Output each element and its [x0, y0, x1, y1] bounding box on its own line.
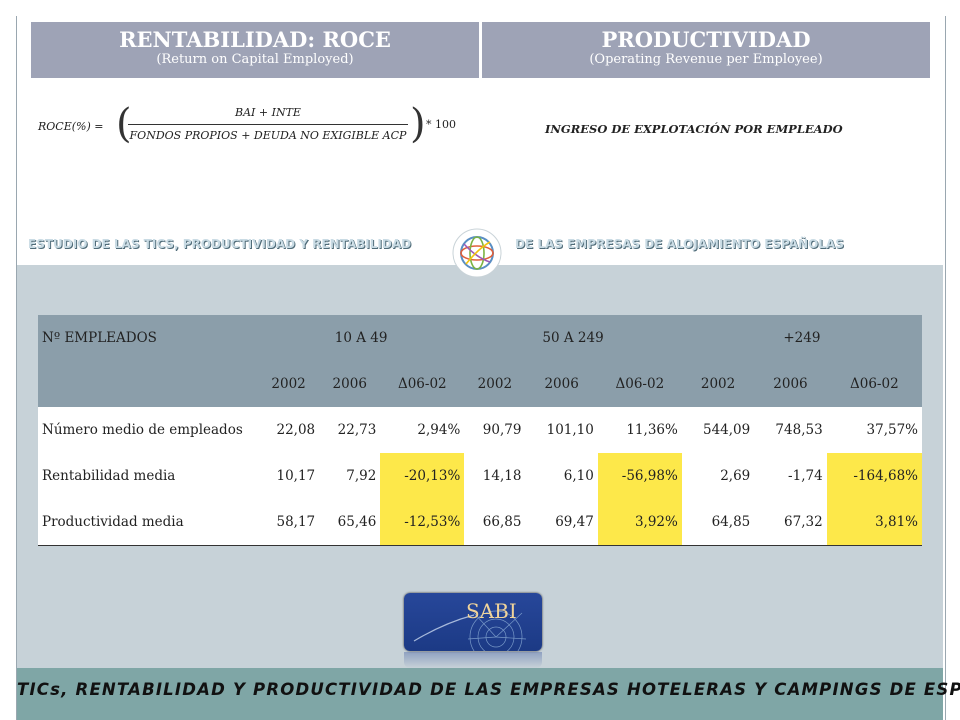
- table-group-249-plus: +249: [681, 315, 922, 361]
- table-subheader: Δ06-02: [826, 361, 922, 407]
- table-subheader: Δ06-02: [597, 361, 682, 407]
- table-cell: 58,17: [258, 499, 320, 546]
- table-subheader: 2002: [258, 361, 320, 407]
- productivity-header: PRODUCTIVIDAD (Operating Revenue per Emp…: [482, 22, 930, 78]
- formula-numerator: BAI + INTE: [235, 106, 301, 119]
- row-label: Productividad media: [38, 499, 258, 546]
- table-cell-highlight: -164,68%: [826, 453, 922, 499]
- table-cell: 6,10: [525, 453, 598, 499]
- table-cell: 14,18: [464, 453, 526, 499]
- table-row: Número medio de empleados 22,08 22,73 2,…: [38, 407, 922, 453]
- table-cell: 101,10: [525, 407, 598, 453]
- table-cell: 10,17: [258, 453, 320, 499]
- table-cell: 67,32: [754, 499, 827, 546]
- table-cell: 66,85: [464, 499, 526, 546]
- table-cell: 90,79: [464, 407, 526, 453]
- table-group-header-row: Nº EMPLEADOS 10 A 49 50 A 249 +249: [38, 315, 922, 361]
- globe-logo-icon: [452, 228, 502, 278]
- table-cell: 544,09: [681, 407, 755, 453]
- roce-title: RENTABILIDAD: ROCE: [119, 27, 391, 52]
- table-header-employees: Nº EMPLEADOS: [38, 315, 258, 361]
- sabi-logo-reflection: [404, 652, 542, 668]
- table-cell: 11,36%: [597, 407, 682, 453]
- study-title-right: DE LAS EMPRESAS DE ALOJAMIENTO ESPAÑOLAS: [515, 237, 844, 251]
- table-cell: 2,69: [681, 453, 755, 499]
- table-subheader: 2006: [525, 361, 598, 407]
- table-group-50-249: 50 A 249: [464, 315, 682, 361]
- table-cell-highlight: -12,53%: [380, 499, 465, 546]
- table-cell: 64,85: [681, 499, 755, 546]
- table-cell-highlight: 3,81%: [826, 499, 922, 546]
- table-cell: 2,94%: [380, 407, 465, 453]
- table-cell: 7,92: [319, 453, 381, 499]
- table-cell: 69,47: [525, 499, 598, 546]
- table-cell: 748,53: [754, 407, 827, 453]
- productivity-definition: INGRESO DE EXPLOTACIÓN POR EMPLEADO: [545, 122, 843, 136]
- formula-multiplier: * 100: [426, 118, 456, 131]
- row-label: Rentabilidad media: [38, 453, 258, 499]
- employees-data-table: Nº EMPLEADOS 10 A 49 50 A 249 +249 2002 …: [38, 315, 922, 546]
- sabi-logo: SABI: [404, 593, 542, 651]
- footer-title: TICs, RENTABILIDAD Y PRODUCTIVIDAD DE LA…: [17, 680, 960, 699]
- row-label: Número medio de empleados: [38, 407, 258, 453]
- sabi-web-icon: [413, 610, 527, 651]
- table-cell-highlight: -20,13%: [380, 453, 465, 499]
- footer-bar: TICs, RENTABILIDAD Y PRODUCTIVIDAD DE LA…: [17, 668, 960, 720]
- table-cell-highlight: 3,92%: [597, 499, 682, 546]
- table-cell: 22,08: [258, 407, 320, 453]
- slide-frame: [16, 16, 946, 720]
- study-title-left: ESTUDIO DE LAS TICS, PRODUCTIVIDAD Y REN…: [28, 237, 412, 251]
- table-subheader: 2002: [681, 361, 755, 407]
- table-row: Productividad media 58,17 65,46 -12,53% …: [38, 499, 922, 546]
- roce-header: RENTABILIDAD: ROCE (Return on Capital Em…: [31, 22, 479, 78]
- formula-denominator: FONDOS PROPIOS + DEUDA NO EXIGIBLE ACP: [129, 129, 407, 142]
- formula-fraction-bar: [128, 124, 408, 125]
- table-subheader-row: 2002 2006 Δ06-02 2002 2006 Δ06-02 2002 2…: [38, 361, 922, 407]
- table-subheader: Δ06-02: [380, 361, 465, 407]
- formula-lhs: ROCE(%) =: [38, 120, 104, 133]
- table-cell: 22,73: [319, 407, 381, 453]
- table-row: Rentabilidad media 10,17 7,92 -20,13% 14…: [38, 453, 922, 499]
- table-cell: 37,57%: [826, 407, 922, 453]
- table-subheader-empty: [38, 361, 258, 407]
- table-cell: 65,46: [319, 499, 381, 546]
- table-cell-highlight: -56,98%: [597, 453, 682, 499]
- sabi-logo-text: SABI: [466, 599, 517, 623]
- table-subheader: 2002: [464, 361, 526, 407]
- productivity-subtitle: (Operating Revenue per Employee): [589, 52, 823, 67]
- table-subheader: 2006: [754, 361, 827, 407]
- roce-subtitle: (Return on Capital Employed): [156, 52, 354, 67]
- table-subheader: 2006: [319, 361, 381, 407]
- roce-formula: ROCE(%) = ( BAI + INTE FONDOS PROPIOS + …: [38, 104, 458, 150]
- formula-right-paren: ): [410, 101, 426, 147]
- table-group-10-49: 10 A 49: [258, 315, 465, 361]
- table-cell: -1,74: [754, 453, 827, 499]
- formula-left-paren: (: [116, 101, 132, 147]
- productivity-title: PRODUCTIVIDAD: [601, 27, 811, 52]
